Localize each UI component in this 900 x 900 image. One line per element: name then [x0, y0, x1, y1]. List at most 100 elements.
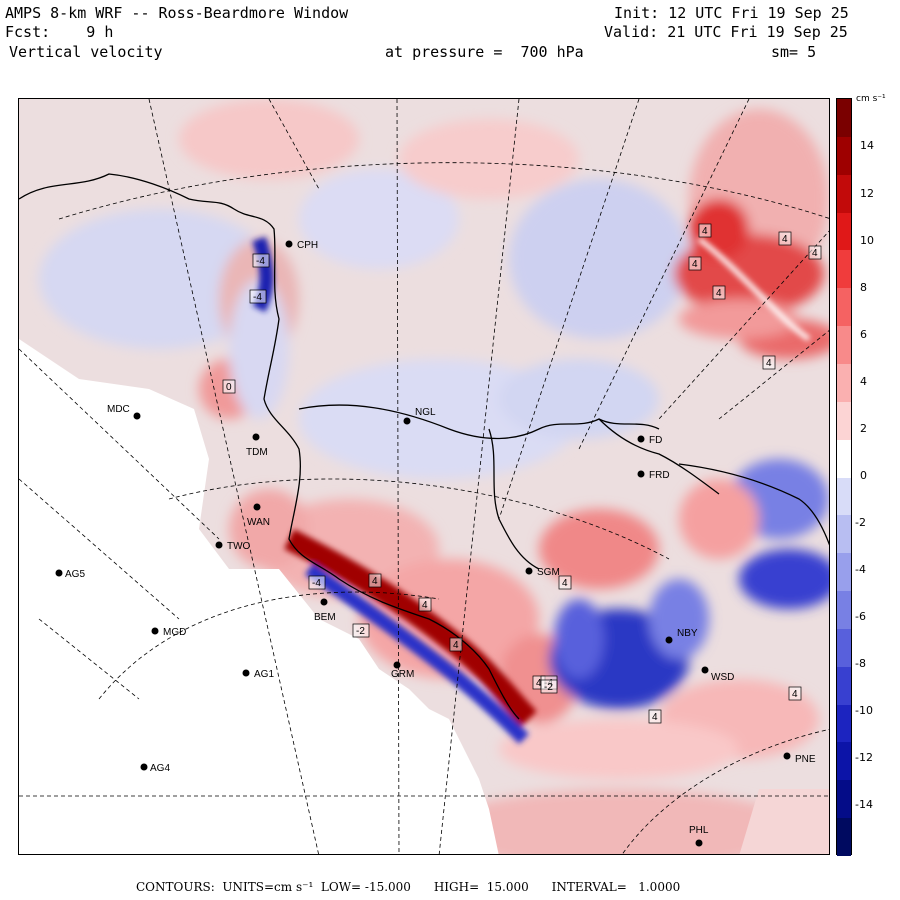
colorbar-swatch [837, 401, 851, 441]
station-marker [140, 763, 148, 771]
contour-label-box [698, 223, 712, 238]
station-group: CPH MDC TDM NGL FD FRD WAN TWO AG5 SGM MGD BEM NBY AG… [55, 240, 816, 847]
station-marker [783, 752, 791, 760]
plateau-no-data [19, 339, 499, 854]
pressure-level: at pressure = 700 hPa [385, 43, 584, 61]
colorbar-swatch [837, 553, 851, 592]
contour-label: 4 [702, 226, 708, 237]
colorbar-swatch [837, 288, 851, 327]
station-marker [525, 567, 533, 575]
contour-label-box [762, 355, 776, 370]
colorbar-swatch [837, 212, 851, 251]
field-blobs [39, 99, 829, 854]
graticule [19, 99, 829, 854]
station-label: MDC [107, 404, 130, 415]
station-label: PNE [795, 754, 816, 765]
colorbar-tick-label: 14 [860, 139, 874, 152]
contour-label: -4 [312, 578, 321, 589]
station-marker [701, 666, 709, 674]
station-label: PHL [689, 825, 709, 836]
colorbar [836, 98, 852, 857]
contour-label: 4 [372, 576, 378, 587]
station-marker [133, 412, 141, 420]
init-time: Init: 12 UTC Fri 19 Sep 25 [614, 4, 849, 22]
colorbar-tick-label: -12 [855, 751, 873, 764]
colorbar-swatch [837, 742, 851, 781]
station-marker [637, 435, 645, 443]
station-label: FRD [649, 470, 670, 481]
colorbar-swatch [837, 174, 851, 214]
colorbar-swatch [837, 666, 851, 706]
contour-label: 4 [422, 600, 428, 611]
contour-label: 4 [652, 712, 658, 723]
contour-label: 4 [812, 248, 818, 259]
station-label: BEM [314, 612, 336, 623]
colorbar-swatch [837, 780, 851, 819]
station-label: AG4 [150, 763, 170, 774]
colorbar-tick-label: 10 [860, 234, 874, 247]
contour-label: -4 [256, 256, 265, 267]
colorbar-tick-label: 2 [860, 422, 867, 435]
map-title: AMPS 8-km WRF -- Ross-Beardmore Window [5, 4, 349, 22]
valid-time: Valid: 21 UTC Fri 19 Sep 25 [604, 23, 848, 41]
station-label: SGM [537, 567, 560, 578]
colorbar-swatch [837, 136, 851, 176]
contour-label: 4 [766, 358, 772, 369]
contour-label-box [648, 709, 662, 724]
station-label: GRM [391, 669, 414, 680]
contour-label-box [712, 285, 726, 300]
colorbar-swatch [837, 515, 851, 554]
colorbar-tick-label: -2 [855, 516, 866, 529]
contour-label-box [788, 686, 802, 701]
colorbar-unit: cm s⁻¹ [856, 94, 886, 104]
contour-label: 4 [692, 259, 698, 270]
contour-label-box [352, 623, 370, 638]
contour-label-box [418, 597, 432, 612]
colorbar-tick-label: -10 [855, 704, 873, 717]
contour-label: -4 [253, 292, 262, 303]
colorbar-tick-label: -14 [855, 798, 873, 811]
station-label: NGL [415, 407, 436, 418]
station-label: MGD [163, 627, 186, 638]
colorbar-tick-label: -8 [855, 657, 866, 670]
colorbar-swatch [837, 99, 851, 138]
colorbar-swatch [837, 591, 851, 630]
colorbar-swatch [837, 704, 851, 743]
contour-label: 4 [716, 288, 722, 299]
colorbar-tick-label: -4 [855, 563, 866, 576]
contour-label-box [222, 379, 236, 394]
colorbar-tick-label: 0 [860, 469, 867, 482]
colorbar-tick-label: 8 [860, 281, 867, 294]
contour-label: 4 [792, 689, 798, 700]
station-label: WSD [711, 672, 734, 683]
station-label: NBY [677, 628, 698, 639]
contour-label: -2 [544, 682, 553, 693]
station-marker [665, 636, 673, 644]
colorbar-swatch [837, 363, 851, 403]
contour-label-box [252, 253, 270, 268]
station-marker [320, 598, 328, 606]
contour-label-box [449, 637, 463, 652]
station-marker [151, 627, 159, 635]
forecast-hour: Fcst: 9 h [5, 23, 114, 41]
contour-label-box [368, 573, 382, 588]
colorbar-swatch [837, 326, 851, 365]
contour-label-box [558, 575, 572, 590]
contour-label-box [778, 231, 792, 246]
station-marker [637, 470, 645, 478]
contour-label-box [688, 256, 702, 271]
contour-label-box [249, 289, 267, 304]
station-label: WAN [247, 517, 270, 528]
colorbar-swatch [837, 818, 851, 857]
field-name: Vertical velocity [9, 43, 163, 61]
station-marker [403, 417, 411, 425]
colorbar-tick-label: -6 [855, 610, 866, 623]
station-label: CPH [297, 240, 318, 251]
contour-label-box [540, 679, 558, 694]
station-marker [253, 503, 261, 511]
coastal-gradient [252, 236, 811, 744]
coastline [19, 173, 829, 720]
station-marker [252, 433, 260, 441]
